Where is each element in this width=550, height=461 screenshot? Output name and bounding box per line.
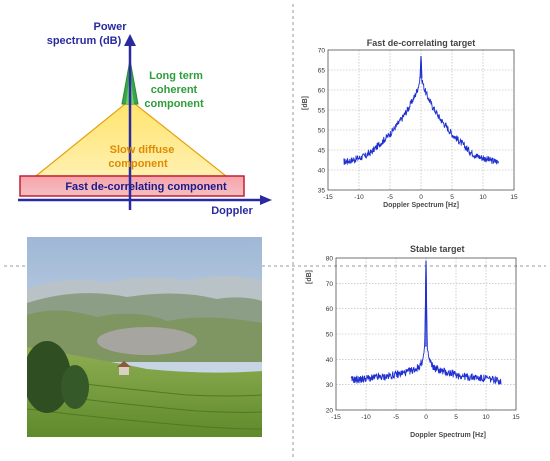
x-tick-label: 15 <box>512 414 520 421</box>
y-tick-label: 70 <box>326 281 334 288</box>
x-tick-label: -5 <box>387 194 393 201</box>
chart1: -15 -10 -5 0 5 10 15 35 40 45 50 55 60 65 70 <box>318 48 518 202</box>
y-tick-label: 70 <box>318 48 326 55</box>
x-tick-label: -5 <box>393 414 399 421</box>
x-axis-arrowhead <box>260 195 272 205</box>
foreground-field <box>27 347 262 437</box>
x-tick-label: 5 <box>450 194 454 201</box>
y-tick-label: 60 <box>318 88 326 95</box>
chart1-xlabel: Doppler Spectrum [Hz] <box>383 202 459 209</box>
y-tick-label: 55 <box>318 108 326 115</box>
x-tick-label: 0 <box>419 194 423 201</box>
landscape-photo <box>27 237 262 437</box>
coherent-label-2: coherent <box>151 84 198 96</box>
y-tick-label: 60 <box>326 306 334 313</box>
coherent-label-1: Long term <box>149 70 203 82</box>
x-tick-label: -10 <box>361 414 371 421</box>
chart2-title: Stable target <box>410 244 465 254</box>
y-tick-label: 65 <box>318 68 326 75</box>
fast-label: Fast de-correlating component <box>65 181 227 193</box>
x-tick-label: -10 <box>354 194 364 201</box>
x-tick-label: 0 <box>424 414 428 421</box>
diffuse-label-2: component <box>108 158 168 170</box>
x-tick-label: 5 <box>454 414 458 421</box>
coherent-label-3: component <box>144 98 204 110</box>
x-tick-label: -15 <box>331 414 341 421</box>
town <box>97 327 197 355</box>
y-tick-label: 50 <box>326 332 334 339</box>
power-spectrum-diagram: Power spectrum (dB) Doppler Long term co… <box>18 21 272 217</box>
y-axis-arrowhead <box>124 34 136 46</box>
y-tick-label: 80 <box>326 256 334 263</box>
chart2-xlabel: Doppler Spectrum [Hz] <box>410 432 486 439</box>
x-axis-label: Doppler <box>211 205 253 217</box>
y-tick-label: 20 <box>326 408 334 415</box>
plot-frame <box>335 257 517 411</box>
fast-component-rect <box>19 175 245 197</box>
trees <box>27 341 71 413</box>
plot-frame <box>327 49 515 191</box>
x-tick-label: 10 <box>482 414 490 421</box>
diffuse-label-1: Slow diffuse <box>110 144 175 156</box>
house <box>119 367 129 375</box>
y-tick-label: 45 <box>318 148 326 155</box>
chart2: -15 -10 -5 0 5 10 15 20 30 40 50 60 70 80 <box>326 256 520 422</box>
series-peak <box>419 55 423 79</box>
y-axis-label-2: spectrum (dB) <box>47 35 122 47</box>
x-tick-label: 15 <box>510 194 518 201</box>
x-tick-label: -15 <box>323 194 333 201</box>
y-axis-label-1: Power <box>93 21 127 33</box>
series-peak <box>424 260 428 347</box>
y-tick-label: 35 <box>318 188 326 195</box>
x-tick-label: 10 <box>479 194 487 201</box>
y-tick-label: 30 <box>326 382 334 389</box>
chart1-title: Fast de-correlating target <box>366 38 476 48</box>
y-tick-label: 50 <box>318 128 326 135</box>
y-tick-label: 40 <box>318 168 326 175</box>
y-tick-label: 40 <box>326 357 334 364</box>
